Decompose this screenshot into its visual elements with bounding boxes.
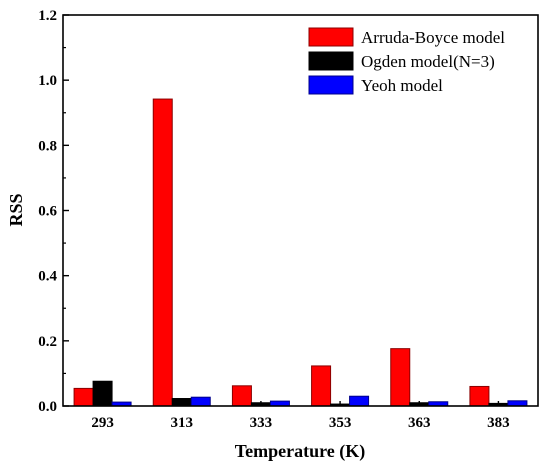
legend-swatch-2 <box>308 75 354 95</box>
y-tick-label-0.0: 0.0 <box>38 399 57 415</box>
bar-arruda-boyce-model-293 <box>73 387 94 407</box>
bar-arruda-boyce-model-313 <box>152 98 173 407</box>
legend-label-0: Arruda-Boyce model <box>361 28 505 47</box>
legend-label-2: Yeoh model <box>361 76 443 95</box>
y-tick-label-0.2: 0.2 <box>38 334 57 350</box>
x-axis-title: Temperature (K) <box>235 441 365 462</box>
bars-layer <box>73 98 528 407</box>
legend-label-1: Ogden model(N=3) <box>361 52 495 71</box>
legend: Arruda-Boyce model Ogden model(N=3) Yeoh m… <box>308 27 505 95</box>
bar-yeoh-model-313 <box>190 396 211 407</box>
bar-arruda-boyce-model-333 <box>231 385 252 407</box>
y-tick-label-1.2: 1.2 <box>38 8 57 24</box>
y-axis-title: RSS <box>6 193 26 226</box>
x-tick-label-333: 333 <box>250 415 273 431</box>
x-tick-label-363: 363 <box>408 415 431 431</box>
x-tick-label-293: 293 <box>91 415 114 431</box>
y-tick-label-0.6: 0.6 <box>38 204 57 220</box>
y-tick-label-1.0: 1.0 <box>38 73 57 89</box>
bar-arruda-boyce-model-363 <box>390 348 411 407</box>
x-tick-label-383: 383 <box>487 415 510 431</box>
y-tick-label-0.4: 0.4 <box>38 269 57 285</box>
bar-arruda-boyce-model-353 <box>311 365 332 407</box>
bar-yeoh-model-353 <box>349 395 370 407</box>
x-tick-label-353: 353 <box>329 415 352 431</box>
legend-swatch-0 <box>308 27 354 47</box>
bar-arruda-boyce-model-383 <box>469 385 490 407</box>
x-tick-label-313: 313 <box>171 415 194 431</box>
plot-frame <box>62 14 539 407</box>
legend-swatch-1 <box>308 51 354 71</box>
y-tick-label-0.8: 0.8 <box>38 138 57 154</box>
axis-ticks: 293 313 333 353 363 383 0.0 0.2 0.4 0.6 0.8 1.0 1.2 <box>38 8 509 431</box>
